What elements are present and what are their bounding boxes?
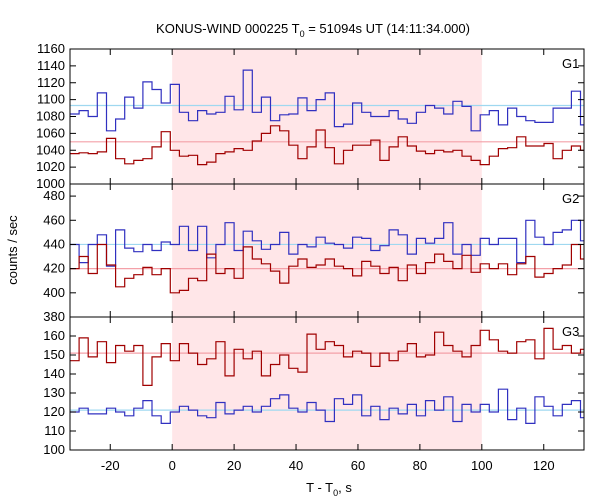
y-tick-label: 130 xyxy=(43,385,65,400)
y-tick-label: 1140 xyxy=(37,58,65,73)
highlight-interval xyxy=(172,49,482,184)
y-tick-label: 1000 xyxy=(36,176,65,191)
x-tick-label: -20 xyxy=(101,458,120,473)
y-tick-label: 420 xyxy=(43,261,65,276)
chart-title: KONUS-WIND 000225 T0 = 51094s UT (14:11:… xyxy=(156,21,470,39)
panel-g3: 100 110 120 130 140 150 160 G3 xyxy=(43,316,585,457)
y-tick-label: 460 xyxy=(43,212,65,227)
x-tick-label: 60 xyxy=(351,458,365,473)
red-series-line xyxy=(70,243,584,294)
y-tick-label: 400 xyxy=(43,285,65,300)
panel-g2: 380 400 420 440 460 480 G2 xyxy=(43,183,585,324)
chart-title-prefix: KONUS-WIND 000225 T xyxy=(156,21,300,36)
y-tick-label: 480 xyxy=(43,188,65,203)
y-tick-label: 150 xyxy=(43,347,65,362)
panel-frame xyxy=(69,316,585,451)
y-tick-label: 440 xyxy=(43,236,65,251)
y-tick-label: 1160 xyxy=(37,41,65,56)
y-tick-label: 1020 xyxy=(36,159,65,174)
y-tick-label: 1120 xyxy=(37,75,65,90)
chart-title-subscript: 0 xyxy=(300,29,305,39)
highlight-interval xyxy=(172,184,482,317)
y-tick-label: 120 xyxy=(43,404,65,419)
x-axis-label: T - T0, s xyxy=(306,480,352,498)
blue-series-line xyxy=(70,69,584,132)
y-tick-label: 100 xyxy=(43,442,65,457)
y-tick-label: 380 xyxy=(43,309,65,324)
y-tick-label: 1060 xyxy=(36,125,65,140)
panel-label: G1 xyxy=(562,56,579,71)
panel-label: G3 xyxy=(562,324,579,339)
x-tick-label: 100 xyxy=(471,458,493,473)
y-tick-label: 110 xyxy=(44,423,65,438)
x-tick-label: 0 xyxy=(169,458,176,473)
red-series-line xyxy=(70,125,584,166)
x-tick-label: 20 xyxy=(227,458,241,473)
y-tick-label: 160 xyxy=(43,328,65,343)
y-tick-label: 1100 xyxy=(37,92,65,107)
y-tick-label: 140 xyxy=(43,366,65,381)
blue-series-line xyxy=(70,219,584,267)
y-tick-label: 1040 xyxy=(36,142,65,157)
panel-label: G2 xyxy=(562,191,579,206)
x-tick-label: 80 xyxy=(413,458,427,473)
x-tick-label: 40 xyxy=(289,458,303,473)
y-axis-label: counts / sec xyxy=(5,215,20,285)
chart-title-suffix: = 51094s UT (14:11:34.000) xyxy=(305,21,470,36)
y-tick-label: 1080 xyxy=(36,109,65,124)
highlight-interval xyxy=(172,317,482,450)
x-axis-label-prefix: T - T xyxy=(306,480,333,495)
x-tick-label: 120 xyxy=(533,458,555,473)
x-axis-label-suffix: , s xyxy=(338,480,352,495)
red-series-line xyxy=(70,327,584,386)
plot-area: 100010201040106010801100112011401160G138… xyxy=(36,41,585,473)
x-axis-label-subscript: 0 xyxy=(333,488,338,498)
blue-series-line xyxy=(70,388,584,424)
